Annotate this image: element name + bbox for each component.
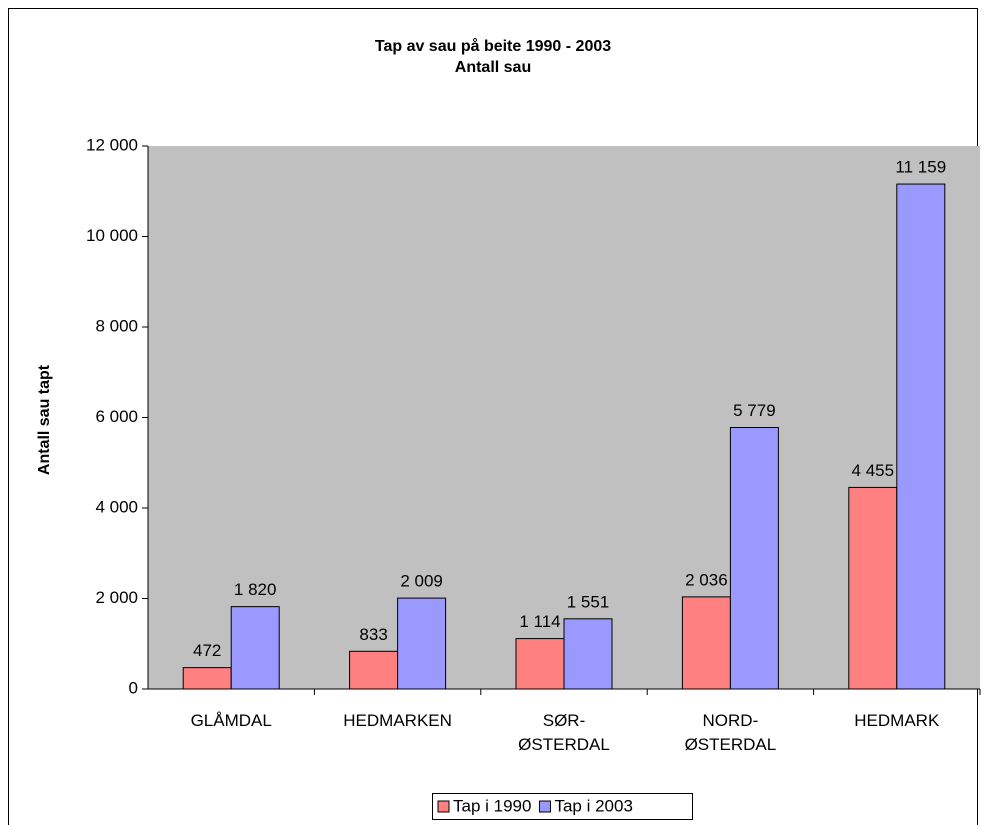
bar xyxy=(230,606,280,690)
y-axis-label: Antall sau tapt xyxy=(36,364,53,475)
value-label: 2 036 xyxy=(685,570,728,589)
y-tick-label: 4 000 xyxy=(95,497,138,516)
x-tick-label: NORD- ØSTERDAL xyxy=(684,711,777,754)
chart-subtitle: Antall sau xyxy=(455,59,531,76)
chart-title: Tap av sau på beite 1990 - 2003 xyxy=(375,37,611,55)
y-tick-label: 2 000 xyxy=(95,588,138,607)
value-label: 833 xyxy=(359,625,387,644)
y-tick-label: 8 000 xyxy=(95,316,138,335)
value-label: 11 159 xyxy=(895,158,946,177)
bar xyxy=(515,638,565,690)
y-tick-label: 10 000 xyxy=(86,226,138,245)
y-tick-label: 12 000 xyxy=(86,135,138,154)
legend-box xyxy=(432,793,693,820)
bar xyxy=(848,486,898,690)
x-tick-label: HEDMARKEN xyxy=(343,711,452,730)
bar xyxy=(729,427,779,690)
legend-label: Tap i 1990 xyxy=(453,796,531,815)
x-tick-label: GLÅMDAL xyxy=(190,711,272,730)
y-tick-label: 0 xyxy=(129,678,138,697)
legend-swatch xyxy=(538,800,551,813)
x-tick-label: HEDMARK xyxy=(854,711,940,730)
legend-swatch xyxy=(437,800,450,813)
value-label: 4 455 xyxy=(852,461,895,480)
bar xyxy=(349,650,399,690)
value-label: 472 xyxy=(193,641,221,660)
value-label: 5 779 xyxy=(733,401,776,420)
plot-area xyxy=(148,146,980,689)
legend-label: Tap i 2003 xyxy=(554,796,632,815)
bar xyxy=(182,667,232,690)
value-label: 1 114 xyxy=(519,612,560,631)
value-label: 2 009 xyxy=(400,572,443,591)
bar xyxy=(896,183,946,690)
value-label: 1 551 xyxy=(567,592,610,611)
bar xyxy=(397,597,447,690)
y-tick-label: 6 000 xyxy=(95,407,138,426)
bar xyxy=(681,596,731,690)
x-tick-label: SØR- ØSTERDAL xyxy=(518,711,610,754)
bar xyxy=(563,618,613,690)
value-label: 1 820 xyxy=(234,580,277,599)
